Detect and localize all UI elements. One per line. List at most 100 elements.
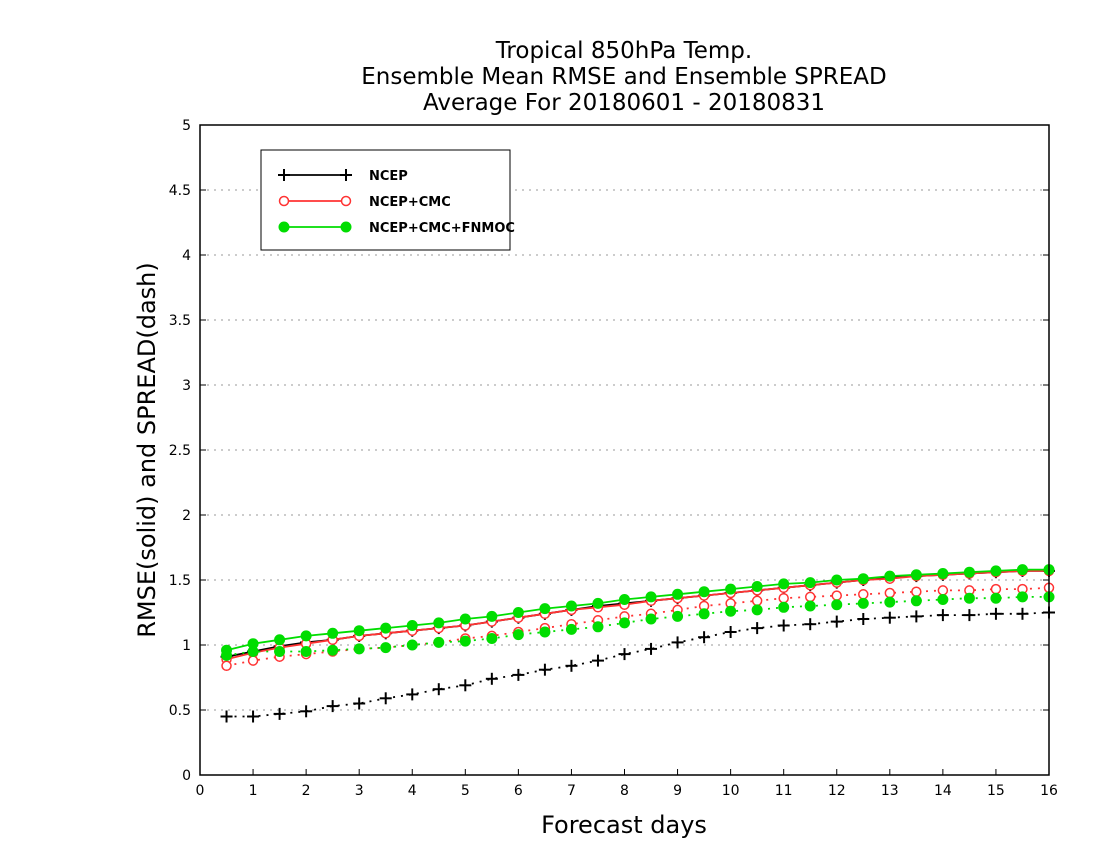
spread-point: [221, 649, 233, 661]
legend-item: NCEP+CMC+FNMOC: [278, 221, 515, 236]
spread-point: [937, 594, 949, 605]
x-tick-label: 10: [722, 783, 740, 799]
spread-point: [433, 636, 445, 648]
x-tick-label: 6: [514, 783, 523, 799]
spread-point: [432, 683, 445, 696]
y-tick-label: 3.5: [169, 313, 191, 329]
rmse-point: [804, 577, 816, 589]
x-axis-label: Forecast days: [541, 811, 707, 839]
spread-point: [698, 608, 710, 620]
spread-point: [645, 613, 657, 625]
spread-point: [911, 586, 922, 597]
legend-marker: [278, 169, 290, 181]
x-tick-label: 11: [775, 783, 793, 799]
legend-marker: [278, 195, 290, 207]
spread-point: [937, 585, 949, 596]
rmse-point: [937, 568, 949, 579]
rmse-point: [831, 574, 843, 586]
legend-label: NCEP+CMC: [369, 195, 451, 210]
spread-point: [804, 600, 816, 612]
spread-point: [751, 595, 763, 607]
spread-point: [273, 707, 286, 720]
rmse-point: [619, 594, 630, 605]
spread-point: [485, 672, 498, 685]
rmse-point: [725, 583, 737, 595]
rmse-point: [459, 613, 471, 625]
series-ncep: [220, 564, 1055, 723]
x-tick-label: 16: [1040, 783, 1058, 799]
legend-label: NCEP+CMC+FNMOC: [369, 221, 515, 236]
spread-point: [512, 629, 524, 641]
spread-point: [512, 668, 525, 681]
spread-point: [247, 646, 259, 657]
spread-line: [226, 586, 1050, 667]
spread-point: [990, 583, 1002, 595]
spread-line: [226, 596, 1049, 657]
spread-point: [884, 587, 896, 599]
spread-point: [538, 663, 551, 676]
rmse-point: [353, 625, 365, 637]
rmse-point: [990, 565, 1002, 577]
x-tick-label: 4: [408, 783, 417, 799]
title-line-2: Ensemble Mean RMSE and Ensemble SPREAD: [361, 64, 886, 90]
rmse-point: [910, 569, 922, 581]
x-tick-label: 3: [355, 783, 364, 799]
x-tick-label: 15: [987, 783, 1005, 799]
spread-point: [883, 611, 896, 624]
x-tick-label: 12: [828, 783, 846, 799]
rmse-point: [778, 578, 790, 590]
rmse-line: [226, 570, 1049, 661]
spread-point: [459, 635, 471, 647]
spread-point: [247, 655, 259, 666]
spread-point: [857, 613, 870, 625]
rmse-point: [751, 581, 763, 592]
x-tick-label: 7: [567, 783, 576, 799]
spread-point: [698, 631, 711, 644]
legend-item: NCEP+CMC: [278, 195, 451, 210]
spread-point: [221, 660, 232, 672]
y-tick-label: 2.5: [169, 443, 191, 459]
series-ncep-cmc: [221, 565, 1055, 672]
spread-point: [724, 626, 737, 638]
x-tick-label: 2: [302, 783, 311, 799]
spread-point: [619, 617, 630, 629]
legend-marker: [278, 221, 290, 233]
rmse-point: [300, 630, 312, 642]
spread-point: [989, 607, 1002, 620]
axis-ticks: 00.511.522.533.544.550 1 2 3 4 5 6 7 8 9 10 11 12 13 1…: [169, 118, 1058, 799]
legend-box: [260, 149, 511, 251]
spread-point: [777, 619, 790, 632]
spread-point: [778, 601, 790, 613]
x-tick-label: 0: [196, 783, 205, 799]
rmse-point: [698, 586, 710, 598]
legend-item: NCEP: [278, 169, 408, 184]
chart-title: Tropical 850hPa Temp. Ensemble Mean RMSE…: [361, 38, 886, 116]
spread-point: [406, 688, 419, 701]
spread-point: [300, 705, 313, 718]
spread-point: [353, 643, 365, 655]
rmse-point: [672, 588, 684, 600]
rmse-point: [645, 591, 657, 603]
spread-point: [1016, 607, 1029, 620]
spread-point: [910, 610, 923, 623]
rmse-point: [565, 600, 577, 612]
spread-point: [459, 679, 472, 692]
spread-point: [539, 626, 551, 638]
series-group: [220, 564, 1055, 723]
spread-point: [274, 646, 286, 657]
spread-point: [990, 592, 1002, 604]
y-tick-label: 5: [182, 118, 191, 134]
spread-point: [778, 592, 789, 604]
legend-label: NCEP: [369, 169, 408, 184]
rmse-point: [380, 622, 392, 634]
x-tick-label: 8: [620, 783, 629, 799]
spread-point: [327, 644, 339, 656]
spread-point: [565, 623, 577, 635]
spread-point: [858, 589, 869, 600]
spread-point: [963, 609, 976, 622]
title-line-1: Tropical 850hPa Temp.: [495, 38, 752, 64]
spread-point: [1016, 591, 1028, 603]
spread-point: [247, 710, 260, 723]
rmse-point: [884, 570, 896, 582]
